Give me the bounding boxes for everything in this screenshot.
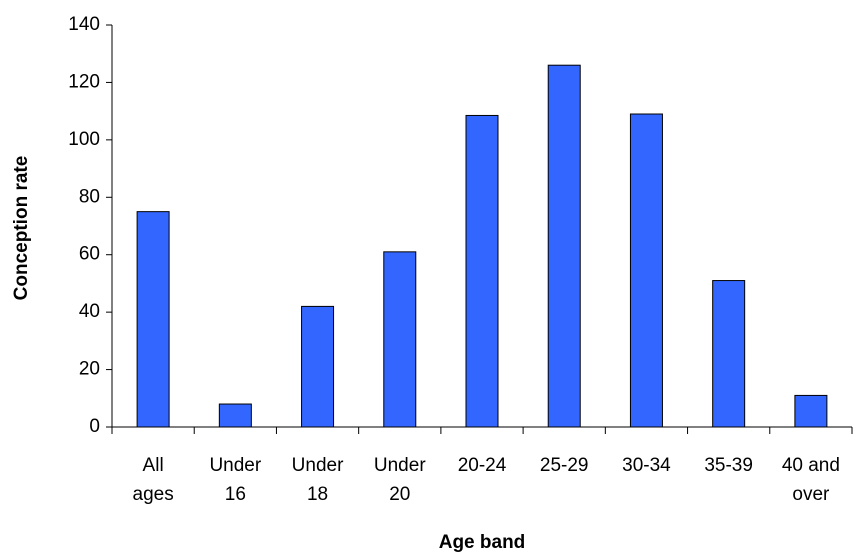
bar	[136, 211, 170, 428]
y-tick-label: 140	[68, 14, 100, 35]
y-tick-label: 20	[79, 359, 100, 380]
x-tick-label: 25-29	[539, 455, 589, 476]
y-tick-label: 100	[68, 129, 100, 150]
bar	[465, 114, 499, 428]
bar	[712, 280, 746, 428]
x-tick-label: Under 20	[373, 455, 426, 505]
bar	[794, 394, 828, 428]
y-tick-label: 80	[79, 186, 100, 207]
x-tick-label: Under 18	[291, 455, 344, 505]
x-tick-label: 20-24	[457, 455, 507, 476]
bar	[547, 64, 581, 428]
y-tick-label: 60	[79, 244, 100, 265]
y-tick-label: 40	[79, 301, 100, 322]
x-tick-label: All ages	[132, 455, 174, 505]
x-tick-label: 35-39	[704, 455, 753, 476]
x-tick-label: Under 16	[209, 455, 262, 505]
bar	[301, 305, 335, 428]
y-tick-label: 120	[68, 71, 100, 92]
bar	[218, 403, 252, 428]
y-axis-title: Conception rate	[11, 156, 32, 301]
x-tick-label: 40 and over	[781, 455, 840, 505]
x-tick-label: 30-34	[622, 455, 671, 476]
bar	[629, 113, 663, 428]
bar	[383, 251, 417, 428]
y-tick-label: 0	[89, 416, 100, 437]
x-axis-title: Age band	[438, 532, 526, 553]
